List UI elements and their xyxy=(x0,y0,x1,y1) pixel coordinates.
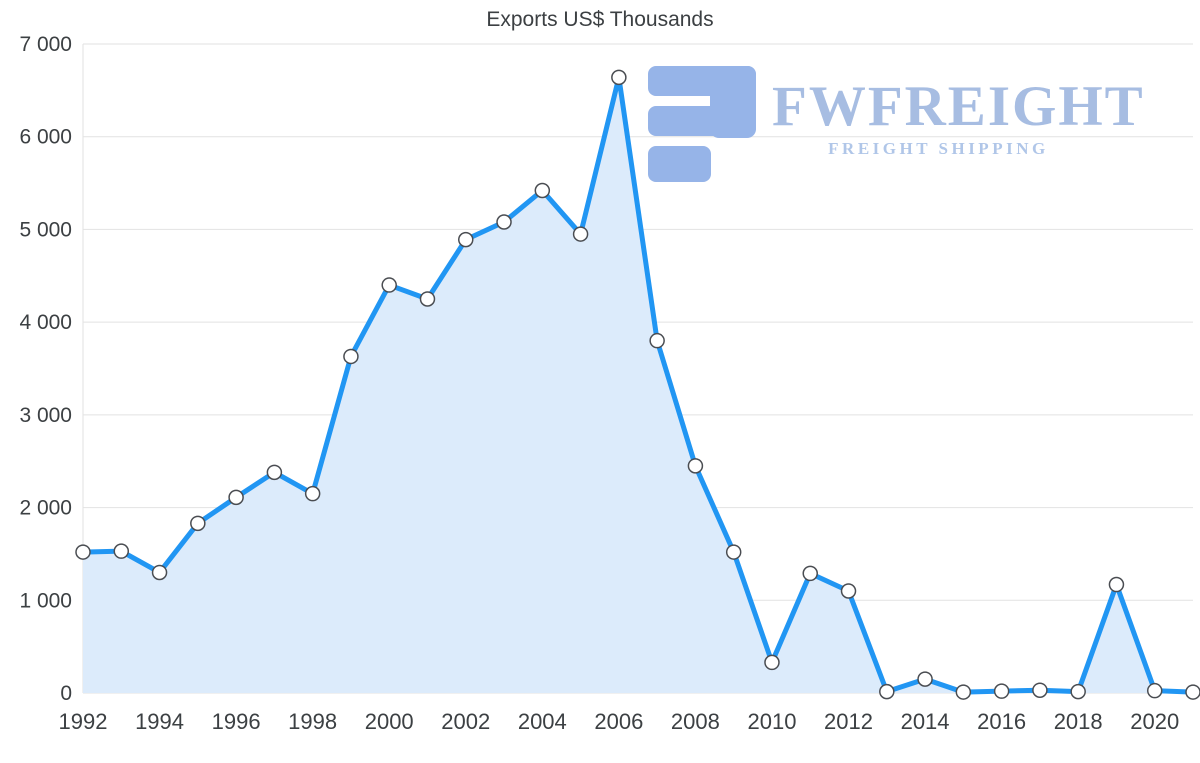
series-area xyxy=(83,77,1193,694)
data-point-marker xyxy=(496,214,512,230)
data-point-marker xyxy=(151,564,168,581)
data-point-marker xyxy=(764,654,780,671)
data-point-marker xyxy=(802,565,818,582)
x-axis-tick-label: 1996 xyxy=(212,709,261,734)
x-axis-tick-label: 2010 xyxy=(747,709,796,734)
data-point-marker xyxy=(113,543,130,559)
data-point-marker xyxy=(572,226,589,242)
data-point-marker xyxy=(190,515,206,532)
x-axis-tick-label: 2014 xyxy=(901,709,950,734)
data-point-marker xyxy=(343,348,359,365)
data-point-marker xyxy=(1070,683,1086,700)
data-point-marker xyxy=(1185,684,1200,700)
x-axis-tick-label: 2002 xyxy=(441,709,490,734)
y-axis-tick-label: 2 000 xyxy=(19,497,72,520)
x-axis-tick-label: 2006 xyxy=(594,709,643,734)
data-point-marker xyxy=(725,544,742,560)
data-point-marker xyxy=(687,458,704,474)
y-axis-tick-label: 4 000 xyxy=(19,311,72,334)
data-point-marker xyxy=(1108,576,1125,593)
y-axis-tick-label: 6 000 xyxy=(19,126,72,149)
data-point-marker xyxy=(611,69,627,86)
x-axis-tick-label: 1994 xyxy=(135,709,184,734)
x-axis-tick-label: 2012 xyxy=(824,709,873,734)
data-point-marker xyxy=(266,464,283,481)
data-point-marker xyxy=(840,583,857,599)
y-axis-tick-label: 0 xyxy=(60,682,72,705)
data-point-marker xyxy=(917,671,933,687)
data-point-marker xyxy=(419,291,436,307)
y-axis-tick-label: 3 000 xyxy=(19,404,72,427)
data-point-marker xyxy=(1032,682,1048,698)
x-axis-tick-label: 2000 xyxy=(365,709,414,734)
x-axis-tick-label: 2018 xyxy=(1054,709,1103,734)
data-point-marker xyxy=(458,231,474,248)
data-point-marker xyxy=(381,277,397,293)
chart-title: Exports US$ Thousands xyxy=(486,8,714,31)
x-axis-tick-label: 2008 xyxy=(671,709,720,734)
y-axis-tick-label: 5 000 xyxy=(19,218,72,241)
data-point-marker xyxy=(1146,682,1163,699)
data-point-marker xyxy=(879,683,895,700)
x-axis-tick-label: 1992 xyxy=(59,709,108,734)
x-axis-tick-label: 2016 xyxy=(977,709,1026,734)
data-point-marker xyxy=(955,684,972,700)
data-point-marker xyxy=(993,683,1010,699)
data-point-marker xyxy=(649,332,665,349)
x-axis-tick-label: 2020 xyxy=(1130,709,1179,734)
y-axis-tick-label: 7 000 xyxy=(19,33,72,56)
data-point-marker xyxy=(304,485,321,502)
data-point-marker xyxy=(534,182,551,199)
y-axis-tick-label: 1 000 xyxy=(19,589,72,612)
data-point-marker xyxy=(75,544,91,560)
data-point-marker xyxy=(228,489,244,506)
x-axis-tick-label: 2004 xyxy=(518,709,567,734)
x-axis-tick-label: 1998 xyxy=(288,709,337,734)
